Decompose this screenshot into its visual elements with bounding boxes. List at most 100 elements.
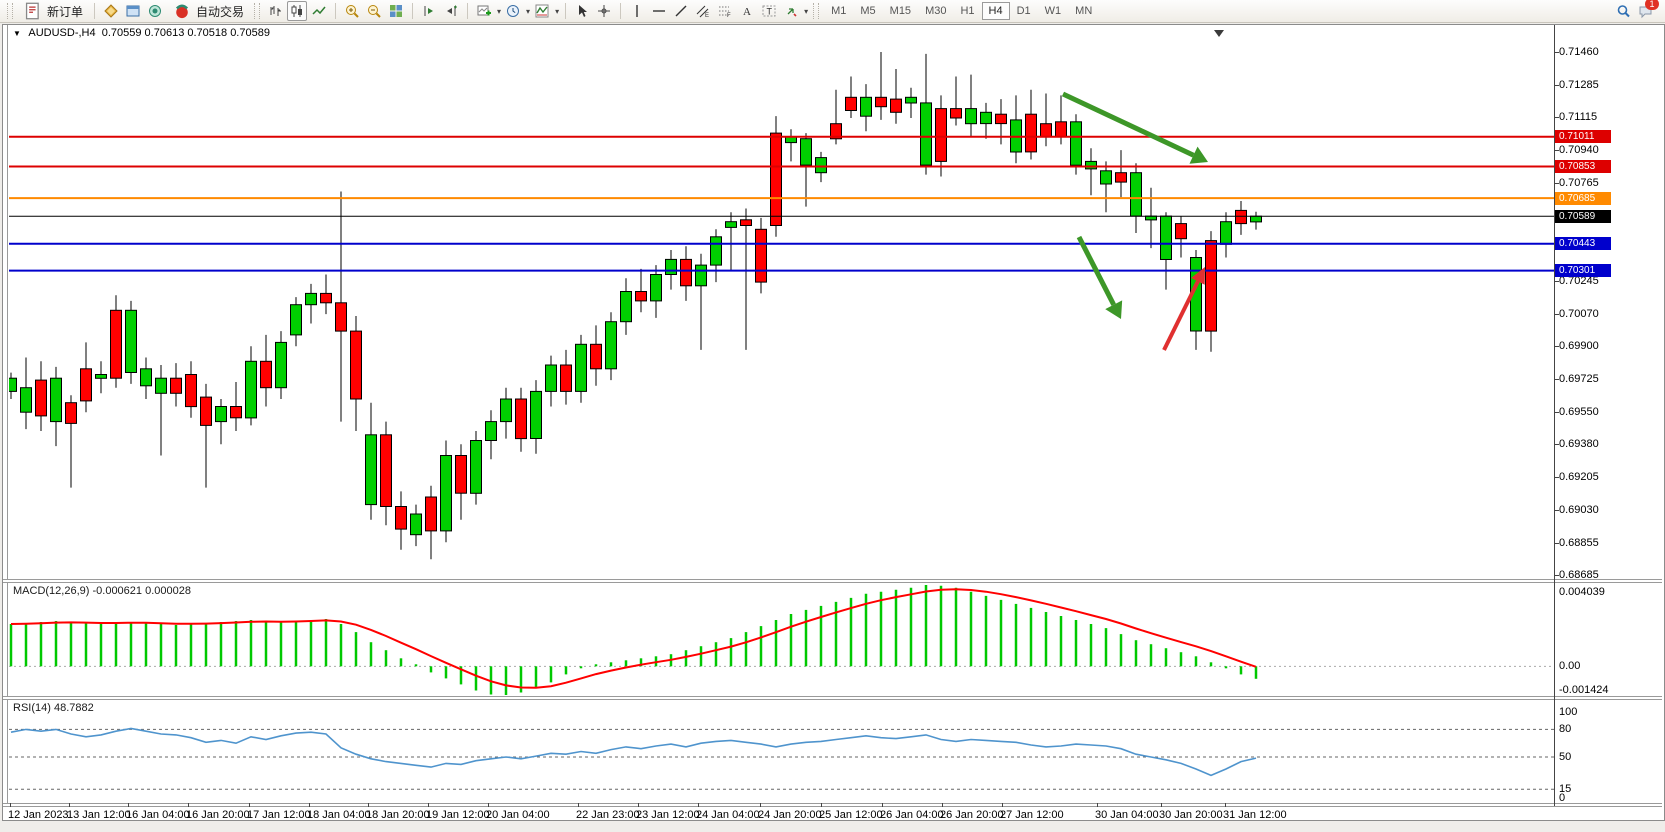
arrows-tool-icon[interactable]: [781, 1, 801, 21]
time-axis-splitter[interactable]: [3, 803, 1662, 807]
new-order-label: 新订单: [47, 4, 84, 19]
market-watch-icon[interactable]: [101, 1, 121, 21]
auto-trading-button[interactable]: 自动交易: [167, 0, 249, 24]
timeframe-m30[interactable]: M30: [925, 5, 947, 17]
new-chart-dropdown[interactable]: ▾: [497, 6, 502, 16]
price-tick-label: 0.68685: [1559, 569, 1599, 582]
period-dropdown[interactable]: ▾: [526, 6, 531, 16]
search-icon[interactable]: [1613, 1, 1633, 21]
toolbar-grip[interactable]: [254, 3, 261, 19]
time-tick-mark: [128, 803, 129, 807]
price-tick-label: 0.70245: [1559, 275, 1599, 288]
zoom-out-icon[interactable]: [364, 1, 384, 21]
crosshair-icon[interactable]: [594, 1, 614, 21]
time-tick-label: 19 Jan 12:00: [426, 809, 490, 821]
time-tick-label: 31 Jan 12:00: [1223, 809, 1287, 821]
toolbar-grip[interactable]: [7, 3, 13, 19]
price-tick-label: 0.69725: [1559, 373, 1599, 386]
timeframe-m5[interactable]: M5: [860, 5, 876, 17]
time-tick-mark: [69, 803, 70, 807]
macd-axis-label: 0.004039: [1559, 586, 1605, 598]
new-order-button[interactable]: 新订单: [18, 0, 88, 24]
timeframe-m1[interactable]: M1: [831, 5, 847, 17]
timeframe-d1[interactable]: D1: [1016, 5, 1031, 17]
time-tick-label: 26 Jan 04:00: [880, 809, 944, 821]
time-tick-mark: [428, 803, 429, 807]
price-tick-mark: [1554, 52, 1559, 53]
svg-text:E: E: [705, 13, 709, 18]
text-icon[interactable]: A: [737, 1, 757, 21]
zoom-in-icon[interactable]: [342, 1, 362, 21]
strategy-navigator-icon[interactable]: [145, 1, 165, 21]
pane-splitter[interactable]: [3, 579, 1662, 583]
window-left-splitter[interactable]: [3, 25, 8, 806]
chart-ohlc-readout: 0.70559 0.70613 0.70518 0.70589: [101, 27, 270, 39]
time-tick-mark: [638, 803, 639, 807]
time-tick-label: 25 Jan 12:00: [819, 809, 883, 821]
toolbar-separator: [412, 3, 414, 19]
price-axis-line: [1554, 25, 1555, 806]
chart-shift-marker[interactable]: [1214, 30, 1224, 37]
price-tick-mark: [1554, 183, 1559, 185]
price-tick-label: 0.69205: [1559, 471, 1599, 484]
tile-windows-icon[interactable]: [386, 1, 406, 21]
toolbar-separator: [565, 3, 567, 19]
toolbar-grip[interactable]: [813, 3, 820, 19]
price-tick-label: 0.70070: [1559, 308, 1599, 321]
auto-trading-icon: [175, 4, 189, 19]
trendline-icon[interactable]: [671, 1, 691, 21]
vertical-line-icon[interactable]: [627, 1, 647, 21]
indicators-icon[interactable]: [532, 1, 552, 21]
main-toolbar: 新订单 自动交易: [0, 0, 1665, 23]
auto-scroll-icon[interactable]: [419, 1, 439, 21]
time-tick-label: 27 Jan 12:00: [1000, 809, 1064, 821]
price-tick-mark: [1554, 117, 1559, 119]
time-tick-label: 18 Jan 04:00: [307, 809, 371, 821]
price-level-badge: 0.70853: [1555, 159, 1611, 173]
fibonacci-icon[interactable]: F: [715, 1, 735, 21]
time-tick-mark: [249, 803, 250, 807]
price-level-badge: 0.70301: [1555, 264, 1611, 278]
price-pane[interactable]: [9, 41, 1554, 579]
price-tick-label: 0.69030: [1559, 504, 1599, 517]
time-tick-label: 13 Jan 12:00: [67, 809, 131, 821]
timeframe-w1[interactable]: W1: [1044, 5, 1062, 17]
timeframe-h1[interactable]: H1: [960, 5, 975, 17]
time-tick-label: 18 Jan 20:00: [366, 809, 430, 821]
line-chart-icon[interactable]: [309, 1, 329, 21]
candlestick-chart-icon[interactable]: [287, 1, 308, 21]
price-level-badge: 0.70443: [1555, 237, 1611, 251]
rsi-pane[interactable]: [9, 700, 1554, 803]
data-window-icon[interactable]: [123, 1, 143, 21]
time-tick-label: 24 Jan 04:00: [696, 809, 760, 821]
notification-badge: 1: [1645, 0, 1659, 10]
price-tick-label: 0.68855: [1559, 537, 1599, 550]
timeframe-m15[interactable]: M15: [889, 5, 912, 17]
notifications-icon[interactable]: 1: [1635, 0, 1659, 21]
price-tick-label: 0.70940: [1559, 144, 1599, 157]
price-tick-mark: [1554, 444, 1559, 446]
price-tick-mark: [1554, 412, 1559, 414]
price-tick-mark: [1554, 314, 1559, 316]
horizontal-line-icon[interactable]: [649, 1, 669, 21]
period-clock-icon[interactable]: [503, 1, 523, 21]
one-click-trading-toggle[interactable]: ▼: [13, 29, 21, 38]
indicators-dropdown[interactable]: ▾: [555, 6, 560, 16]
price-tick-mark: [1554, 84, 1559, 86]
text-label-icon[interactable]: T: [759, 1, 779, 21]
timeframe-h4[interactable]: H4: [981, 2, 1010, 20]
bar-chart-icon[interactable]: [265, 1, 285, 21]
chart-window: ▼ AUDUSD-,H4 0.70559 0.70613 0.70518 0.7…: [2, 24, 1665, 821]
arrows-dropdown[interactable]: ▾: [804, 6, 809, 16]
macd-axis-label: 0.00: [1559, 660, 1581, 673]
chart-shift-icon[interactable]: [441, 1, 461, 21]
time-tick-label: 16 Jan 04:00: [126, 809, 190, 821]
cursor-icon[interactable]: [572, 1, 592, 21]
timeframe-mn[interactable]: MN: [1075, 5, 1093, 17]
time-tick-label: 16 Jan 20:00: [186, 809, 250, 821]
macd-pane[interactable]: [9, 583, 1554, 696]
new-chart-icon[interactable]: [474, 1, 494, 21]
equidistant-channel-icon[interactable]: E: [693, 1, 713, 21]
pane-splitter[interactable]: [3, 696, 1662, 700]
